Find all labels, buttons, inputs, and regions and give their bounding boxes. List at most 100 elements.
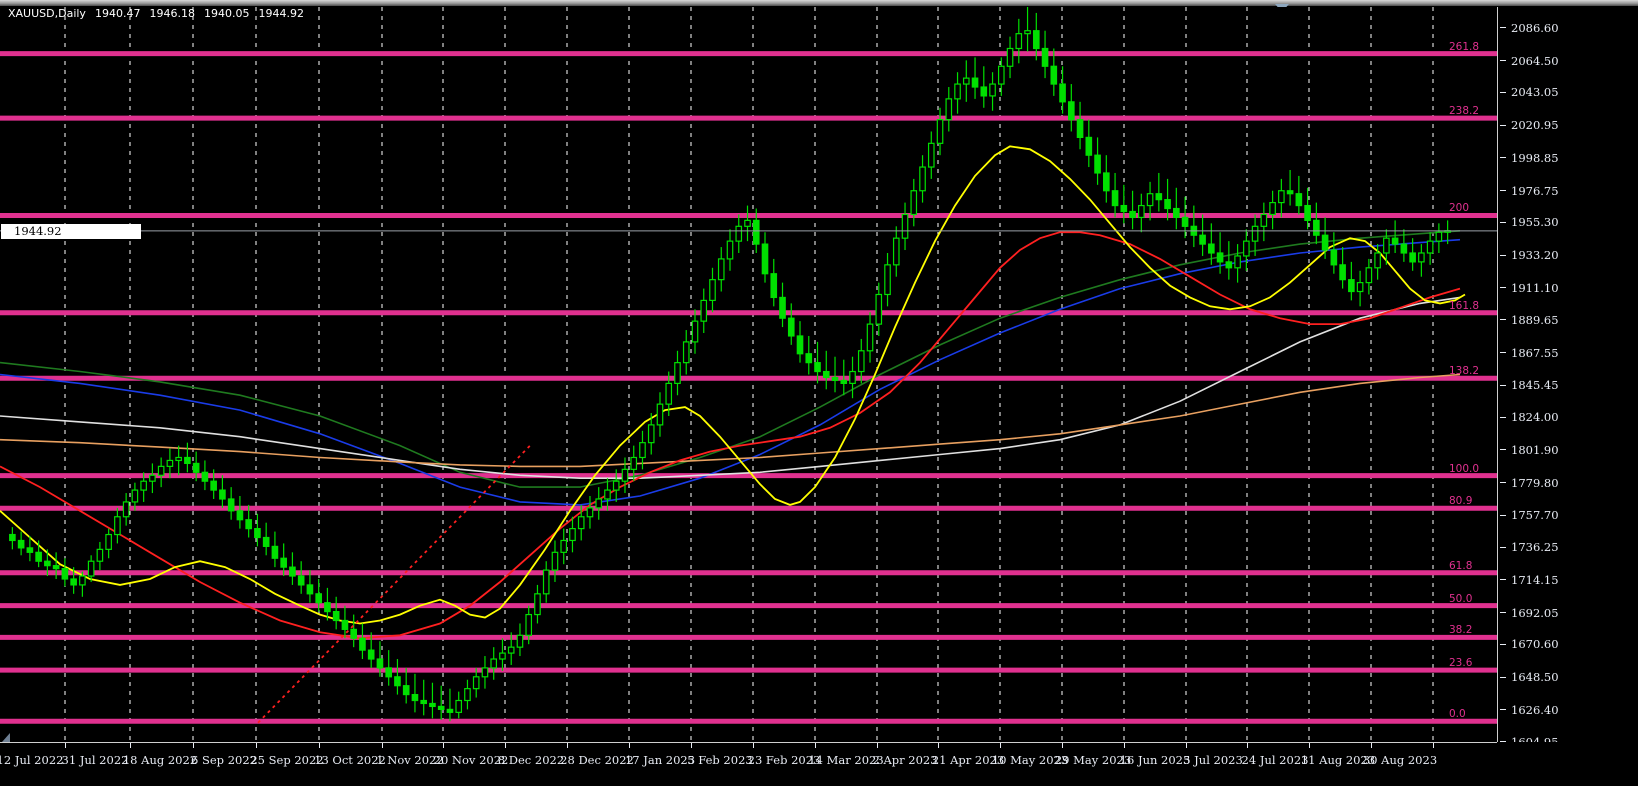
candle-body [254,528,261,539]
tick-dash-icon [1500,579,1506,581]
candle-body [35,551,42,562]
candle-body [1243,240,1250,257]
fib-level-label: 200 [1449,202,1470,215]
candle-body [420,699,428,705]
candle-body [1181,216,1189,227]
candle-body [892,237,900,266]
fib-level-label: 138.2 [1449,365,1480,378]
candle-body [341,619,349,630]
tick-dash-icon [1500,254,1506,256]
candle-body [472,676,480,690]
candle-body [411,693,419,702]
price-value: 1889.65 [1511,312,1559,327]
candle-body [52,565,60,570]
fib-level-label: 38.2 [1449,624,1473,637]
axis-resize-handle-icon[interactable] [2,733,10,742]
candle-body [770,273,778,299]
price-value: 1824.00 [1511,410,1559,425]
time-axis-label: 30 Aug 2023 [1362,753,1438,767]
price-value: 2086.60 [1511,20,1559,35]
candle-body [219,489,226,500]
tick-dash-icon [1500,741,1506,743]
time-axis-label: 10 May 2023 [991,753,1069,767]
price-value: 1867.55 [1511,345,1559,360]
candle-body [674,362,681,384]
candle-body [437,705,445,710]
candle-body [1374,252,1381,269]
candle-body [157,465,165,476]
candle-body [1400,243,1408,254]
time-axis-tick [505,743,506,748]
ohlc-high: 1946.18 [149,6,195,20]
candle-body [822,370,830,379]
price-tick-label: 1779.80 [1498,475,1638,490]
candle-body [656,403,664,426]
tick-dash-icon [1500,676,1506,678]
candle-body [910,190,918,216]
candle-body [332,610,340,622]
candle-body [1032,30,1040,50]
candle-body [1269,202,1276,216]
tick-dash-icon [1500,449,1506,451]
fib-level-label: 261.8 [1449,40,1480,53]
price-value: 1955.30 [1511,215,1559,230]
candle-body [96,548,104,562]
candle-body [857,350,865,373]
time-axis-label: 2 Apr 2023 [872,753,938,767]
time-axis-tick [1309,743,1310,748]
candle-body [1015,33,1023,50]
price-tick-label: 1626.40 [1498,703,1638,717]
fib-level-label: 50.0 [1449,592,1473,605]
ma-red [0,231,1461,640]
price-value: 1779.80 [1511,475,1559,490]
candle-body [175,456,182,462]
candle-body [367,649,375,660]
time-axis-label: 24 Jul 2023 [1241,753,1309,767]
time-axis-label: 18 Aug 2022 [122,753,198,767]
candle-body [105,533,112,550]
candle-body [551,551,559,571]
current-price-label: 1944.92 [1,223,141,239]
candle-body [761,243,769,275]
candle-body [122,501,130,518]
time-axis[interactable]: 12 Jul 2022 31 Jul 2022 18 Aug 2022 6 Sep 2… [0,742,1497,786]
candle-body [507,646,515,654]
candle-body [779,296,786,319]
candle-body [962,77,970,85]
tick-dash-icon [1500,190,1506,192]
candle-body [1365,267,1373,284]
candle-body [831,376,839,382]
chart-svg [0,7,1497,742]
tick-dash-icon [1500,27,1506,29]
candle-body [17,539,25,549]
price-axis[interactable]: 2086.60 2064.50 2043.05 2020.95 1998.85 1976.… [1497,7,1638,749]
time-axis-tick [443,743,444,748]
chart-plot-area[interactable] [0,7,1497,742]
candle-body [1006,47,1014,67]
axis-corner-fill [1497,742,1638,786]
price-value: 1648.50 [1511,670,1559,685]
time-axis-tick [1371,743,1372,748]
tick-dash-icon [1500,124,1506,126]
time-axis-label: 16 Jun 2023 [1119,753,1191,767]
candle-body [376,658,384,669]
candle-body [735,225,743,242]
time-axis-tick [691,743,692,748]
candle-body [1251,225,1259,242]
candle-body [140,480,147,491]
time-axis-tick [319,743,320,748]
candle-body [1278,190,1285,204]
candle-body [324,602,331,613]
time-axis-label: 29 May 2023 [1054,753,1132,767]
time-axis-tick [567,743,568,748]
candle-body [297,575,305,586]
candle-body [70,578,77,586]
candle-body [989,83,996,97]
trendline-red-dotted[interactable] [257,444,531,724]
candle-body [1234,255,1241,269]
candle-body [1120,204,1128,213]
candle-body [227,498,235,512]
candle-body [1059,83,1066,103]
price-value: 1976.75 [1511,183,1559,198]
price-value: 2064.50 [1511,53,1559,68]
